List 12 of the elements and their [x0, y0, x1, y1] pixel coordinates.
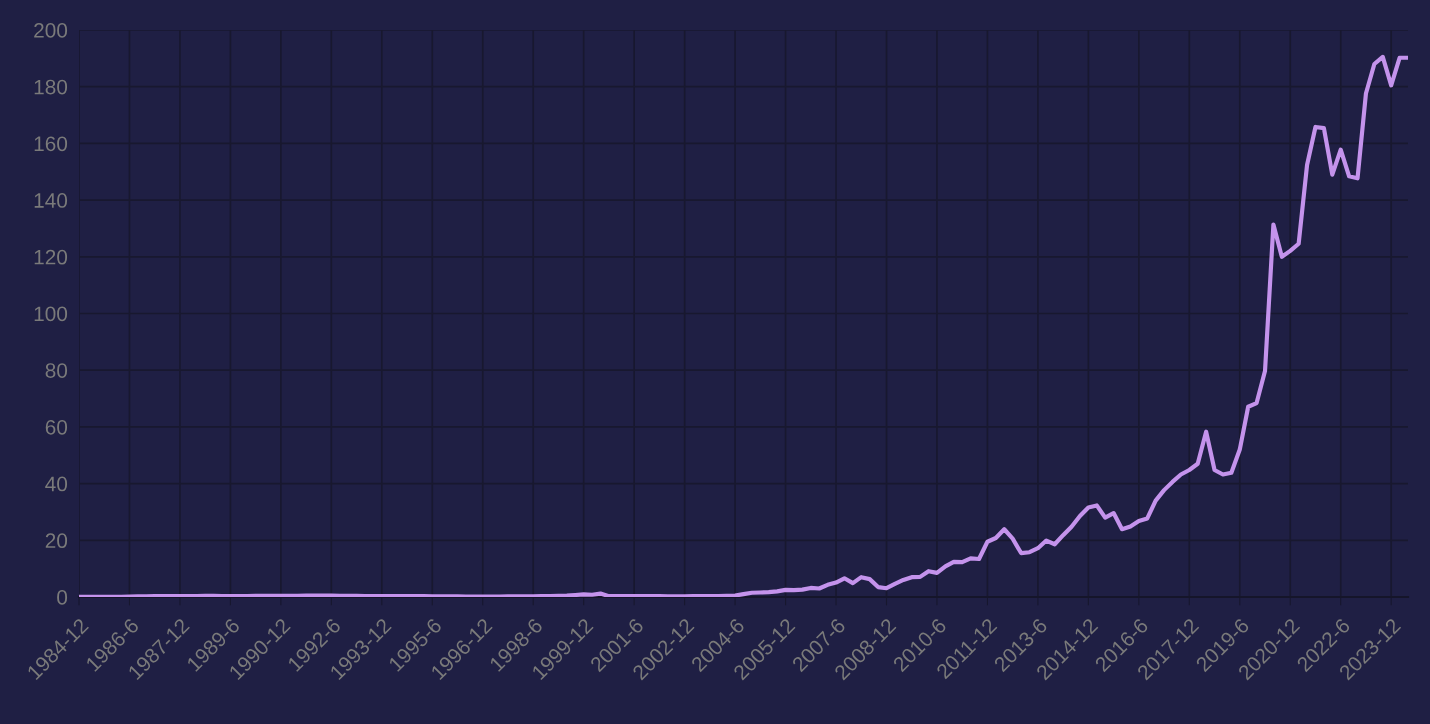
y-tick-label: 160 [34, 136, 68, 152]
y-tick-label: 40 [45, 476, 68, 492]
y-tick-label: 200 [34, 23, 68, 38]
y-tick-label: 20 [45, 533, 68, 549]
line-series [79, 54, 1408, 597]
y-tick-label: 60 [45, 419, 68, 435]
y-tick-label: 180 [34, 79, 68, 95]
y-tick-label: 140 [34, 193, 68, 208]
y-tick-label: 80 [45, 363, 68, 378]
y-tick-label: 120 [34, 249, 68, 265]
y-tick-label: 0 [57, 590, 68, 605]
y-tick-label: 100 [34, 306, 68, 322]
